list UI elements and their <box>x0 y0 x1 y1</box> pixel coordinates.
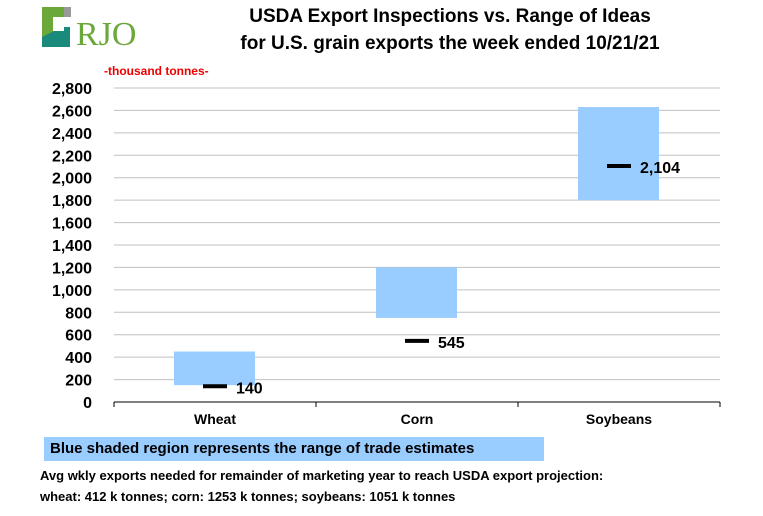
y-tick-label: 2,400 <box>52 126 92 143</box>
note-line-1: Avg wkly exports needed for remainder of… <box>40 468 604 483</box>
y-tick-label: 1,000 <box>52 283 92 300</box>
logo-mark-icon: RJO <box>42 7 136 53</box>
chart-title-line1: USDA Export Inspections vs. Range of Ide… <box>249 6 651 27</box>
y-axis-unit-label: -thousand tonnes- <box>104 64 209 78</box>
chart-title-line2: for U.S. grain exports the week ended 10… <box>240 33 660 54</box>
note-line-2: wheat: 412 k tonnes; corn: 1253 k tonnes… <box>40 489 456 504</box>
range-bar-corn <box>376 267 457 318</box>
logo-text: RJO <box>76 16 136 50</box>
y-tick-label: 0 <box>83 395 92 412</box>
rjo-logo: RJO <box>40 5 138 53</box>
actual-label-wheat: 140 <box>236 380 263 397</box>
range-bar-wheat <box>174 351 255 386</box>
y-tick-label: 2,800 <box>52 81 92 98</box>
y-tick-label: 1,200 <box>52 260 92 277</box>
y-tick-label: 2,600 <box>52 103 92 120</box>
y-tick-label: 1,600 <box>52 216 92 233</box>
y-tick-label: 2,000 <box>52 171 92 188</box>
x-tick-label: Soybeans <box>586 411 652 427</box>
y-tick-label: 1,800 <box>52 193 92 210</box>
range-bar-soybeans <box>578 107 659 201</box>
y-tick-label: 600 <box>65 328 92 345</box>
y-tick-label: 800 <box>65 305 92 322</box>
x-tick-label: Corn <box>401 411 434 427</box>
x-tick-label: Wheat <box>194 411 236 427</box>
y-tick-label: 400 <box>65 350 92 367</box>
y-tick-label: 200 <box>65 373 92 390</box>
y-tick-label: 1,400 <box>52 238 92 255</box>
plot-area: 0 200 400 600 800 1,000 1,200 1,400 1,600 1,800 2,… <box>52 81 721 427</box>
y-tick-label: 2,200 <box>52 148 92 165</box>
actual-label-soybeans: 2,104 <box>640 160 680 177</box>
actual-label-corn: 545 <box>438 335 465 352</box>
legend: Blue shaded region represents the range … <box>44 437 544 461</box>
